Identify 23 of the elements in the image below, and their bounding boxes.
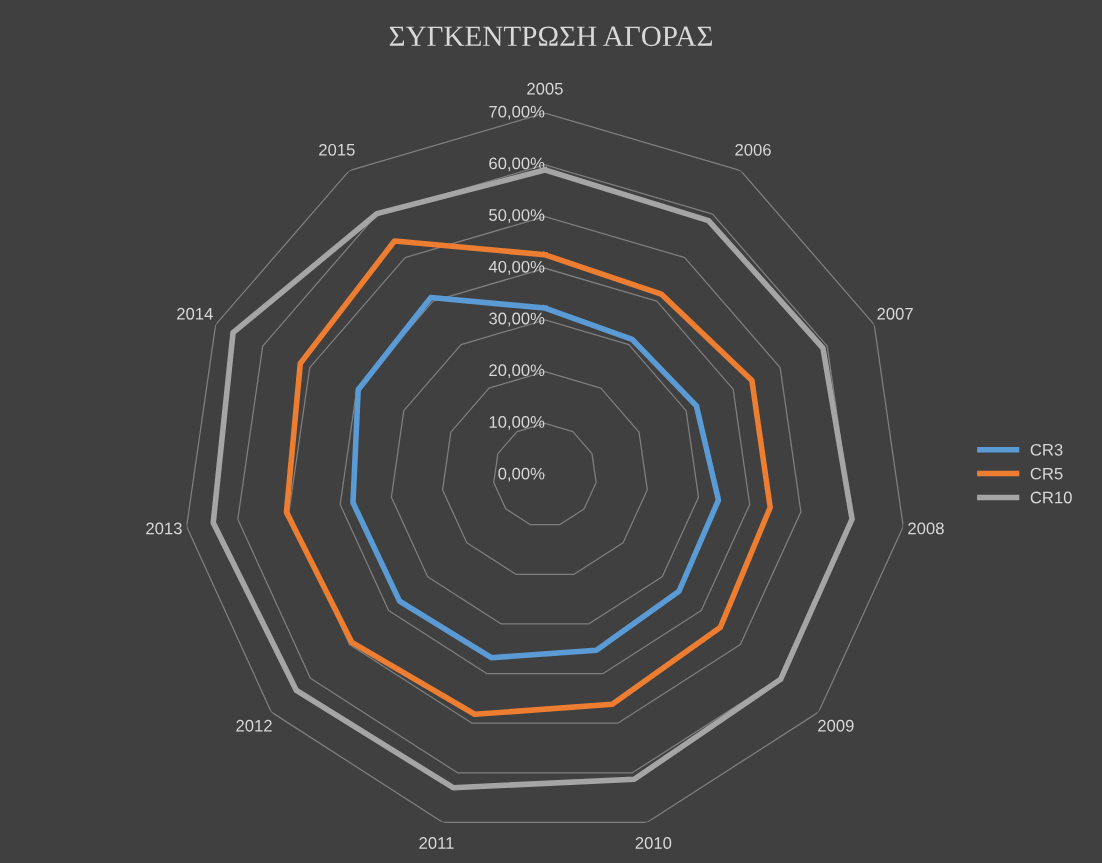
y-tick-label: 0,00% — [498, 467, 545, 482]
legend-label: CR10 — [1030, 491, 1072, 504]
chart-title: ΣΥΓΚΕΝΤΡΩΣΗ ΑΓΟΡΑΣ — [389, 26, 712, 47]
y-tick-label: 20,00% — [489, 364, 545, 379]
legend-label: CR3 — [1030, 443, 1063, 456]
spoke-label: 2006 — [735, 143, 771, 156]
y-tick-label: 50,00% — [489, 209, 545, 223]
spoke-label: 2011 — [419, 837, 454, 849]
spoke-label: 2010 — [635, 837, 672, 849]
legend-label: CR5 — [1030, 467, 1063, 480]
y-tick-label: 10,00% — [489, 416, 545, 430]
spoke-label: 2008 — [908, 522, 944, 535]
spoke-label: 2007 — [877, 307, 913, 320]
spoke-label: 2014 — [177, 307, 213, 320]
spoke-label: 2013 — [146, 522, 182, 535]
spoke-label: 2009 — [818, 719, 854, 732]
spoke-label: 2012 — [236, 719, 272, 732]
spoke-label: 2015 — [319, 143, 355, 156]
spoke-label: 2005 — [527, 82, 563, 95]
y-tick-label: 60,00% — [489, 157, 545, 172]
y-tick-label: 70,00% — [489, 105, 545, 120]
y-tick-label: 40,00% — [488, 260, 545, 275]
y-tick-label: 30,00% — [489, 312, 545, 327]
